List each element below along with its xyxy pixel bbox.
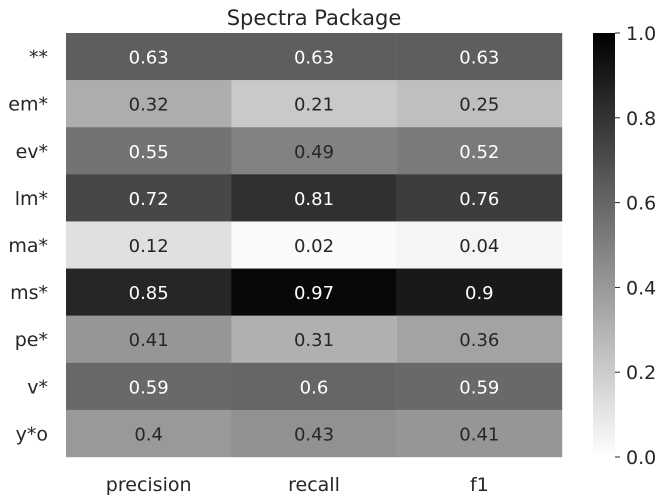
heatmap-cell xyxy=(231,268,397,316)
heatmap-cell xyxy=(66,33,232,81)
cell-value-label: 0.31 xyxy=(294,330,334,351)
colorbar-tick-label: 0.0 xyxy=(626,447,656,469)
heatmap-cell xyxy=(396,409,563,458)
heatmap-cell xyxy=(231,174,397,222)
cell-value-label: 0.21 xyxy=(294,95,334,116)
colorbar-gradient xyxy=(593,33,615,457)
cell-value-label: 0.4 xyxy=(134,424,163,445)
heatmap-cell xyxy=(231,80,397,128)
heatmap-cell xyxy=(396,80,563,128)
heatmap-cell xyxy=(66,315,232,363)
colorbar: 0.0 0.2 0.4 0.6 0.8 1.0 xyxy=(593,23,656,469)
heatmap-cell xyxy=(396,362,563,411)
cell-value-label: 0.12 xyxy=(129,236,169,257)
heatmap-cell xyxy=(231,362,397,411)
heatmap-cell xyxy=(66,221,232,269)
cell-value-label: 0.41 xyxy=(459,424,499,445)
cell-value-label: 0.41 xyxy=(129,330,169,351)
cell-value-label: 0.04 xyxy=(459,236,499,257)
cell-value-label: 0.43 xyxy=(294,424,334,445)
row-label: v* xyxy=(27,376,48,398)
row-label: ** xyxy=(29,47,48,69)
heatmap-cell xyxy=(231,409,397,458)
colorbar-tick-label: 1.0 xyxy=(626,23,656,45)
heatmap-cell xyxy=(396,268,563,316)
cell-value-label: 0.49 xyxy=(294,142,334,163)
heatmap-cell xyxy=(231,315,397,363)
heatmap-cell xyxy=(231,127,397,175)
colorbar-tick-label: 0.8 xyxy=(626,108,656,130)
colorbar-tick-label: 0.6 xyxy=(626,193,656,215)
cell-value-label: 0.76 xyxy=(459,189,499,210)
row-label: ma* xyxy=(8,235,48,257)
cell-value-label: 0.63 xyxy=(294,48,334,69)
heatmap-cells: 0.63 0.63 0.63 0.32 0.21 0.25 0.55 0.49 0.52 0.72… xyxy=(66,33,563,458)
heatmap-cell xyxy=(231,33,397,81)
cell-value-label: 0.63 xyxy=(129,48,169,69)
heatmap-cell xyxy=(231,221,397,269)
heatmap-cell xyxy=(66,409,232,458)
heatmap-cell xyxy=(66,174,232,222)
cell-value-label: 0.59 xyxy=(129,377,169,398)
row-label: pe* xyxy=(15,329,48,351)
colorbar-tick-label: 0.4 xyxy=(626,277,656,299)
heatmap-cell xyxy=(396,174,563,222)
cell-value-label: 0.25 xyxy=(459,95,499,116)
row-label: em* xyxy=(8,94,48,116)
column-tick-labels: precision recall f1 xyxy=(106,474,489,496)
cell-value-label: 0.59 xyxy=(459,377,499,398)
cell-value-label: 0.36 xyxy=(459,330,499,351)
heatmap-cell xyxy=(66,80,232,128)
row-label: y*o xyxy=(16,423,48,445)
cell-value-label: 0.85 xyxy=(129,283,169,304)
column-label: precision xyxy=(106,474,192,496)
cell-value-label: 0.63 xyxy=(459,48,499,69)
cell-value-label: 0.52 xyxy=(459,142,499,163)
row-tick-labels: ** em* ev* lm* ma* ms* pe* v* y*o xyxy=(8,47,48,446)
heatmap-cell xyxy=(396,127,563,175)
column-label: recall xyxy=(288,474,340,496)
row-label: lm* xyxy=(15,188,48,210)
chart-title: Spectra Package xyxy=(227,6,402,30)
column-label: f1 xyxy=(470,474,489,496)
heatmap-cell xyxy=(66,127,232,175)
heatmap-cell xyxy=(396,221,563,269)
colorbar-ticks: 0.0 0.2 0.4 0.6 0.8 1.0 xyxy=(615,23,656,469)
heatmap-cell xyxy=(66,362,232,411)
cell-value-label: 0.55 xyxy=(129,142,169,163)
row-label: ev* xyxy=(16,141,48,163)
cell-value-label: 0.72 xyxy=(129,189,169,210)
cell-value-label: 0.81 xyxy=(294,189,334,210)
heatmap-cell xyxy=(66,268,232,316)
cell-value-label: 0.6 xyxy=(300,377,329,398)
heatmap-cell xyxy=(396,315,563,363)
cell-value-label: 0.02 xyxy=(294,236,334,257)
colorbar-tick-label: 0.2 xyxy=(626,362,656,384)
cell-value-label: 0.97 xyxy=(294,283,334,304)
cell-value-label: 0.32 xyxy=(129,95,169,116)
cell-value-label: 0.9 xyxy=(465,283,494,304)
heatmap-cell xyxy=(396,33,563,81)
row-label: ms* xyxy=(10,282,48,304)
